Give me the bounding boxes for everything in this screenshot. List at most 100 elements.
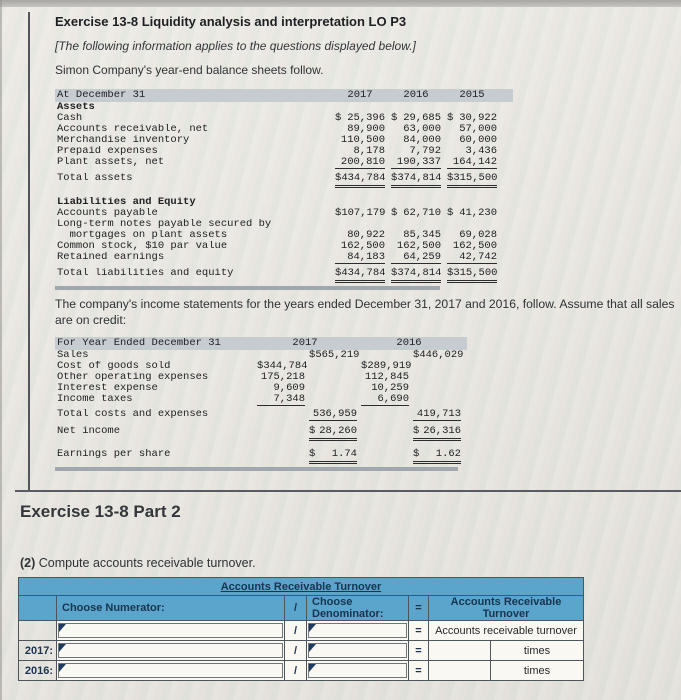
- amount-value: 565,219: [315, 349, 360, 361]
- amount-cell: [309, 383, 357, 394]
- amount-value: 1.62: [435, 448, 461, 460]
- numerator-label-select[interactable]: [58, 623, 283, 638]
- amount-value: 9,609: [273, 382, 305, 394]
- exercise-title: Exercise 13-8 Liquidity analysis and int…: [55, 14, 407, 29]
- currency-sign: $: [447, 112, 454, 124]
- denominator-label-select[interactable]: [308, 623, 407, 638]
- slash-cell: /: [284, 640, 307, 661]
- balance-sheet-row: Total liabilities and equity $434,784 $374…: [55, 268, 513, 283]
- amount-value: 315,500: [453, 172, 498, 184]
- income-statement-row: Interest expense 9,609 10,259: [55, 383, 467, 394]
- currency-sign: $: [447, 207, 454, 219]
- amount-cell: [309, 361, 357, 372]
- amount-cell: 162,500: [447, 241, 497, 252]
- part2-instruction: (2) Compute accounts receivable turnover…: [20, 556, 256, 570]
- currency-sign: $: [391, 112, 398, 124]
- amount-cell: $26,316: [413, 426, 461, 441]
- part2-instruction-number: (2): [20, 556, 36, 570]
- amount-cell: $434,784: [335, 173, 385, 188]
- equals-header: =: [408, 595, 429, 621]
- denominator-select-2017[interactable]: [308, 643, 407, 658]
- currency-sign: $: [391, 172, 398, 184]
- amount-cell: 64,259: [391, 252, 441, 264]
- numerator-select-2017[interactable]: [58, 643, 283, 658]
- balance-sheet-row: Cash $25,396 $29,685 $30,922: [55, 113, 513, 124]
- amount-value: 315,500: [453, 267, 498, 279]
- amount-value: 434,784: [341, 267, 386, 279]
- amount-value: 110,500: [340, 134, 385, 146]
- amount-cell: [361, 449, 409, 464]
- amount-value: 374,814: [397, 267, 442, 279]
- amount-cell: 89,900: [335, 124, 385, 135]
- amount-value: 57,000: [459, 123, 497, 135]
- line-item-label: Interest expense: [57, 383, 158, 394]
- amount-cell: 6,690: [361, 394, 409, 406]
- amount-cell: $374,814: [391, 268, 441, 283]
- amount-cell: 112,845: [361, 372, 409, 383]
- amount-cell: [413, 361, 461, 372]
- income-statement-header-band: For Year Ended December 31 2017 2016: [55, 337, 467, 350]
- amount-cell: $434,784: [335, 268, 385, 283]
- amount-cell: [413, 383, 461, 394]
- amount-value: 536,959: [312, 408, 357, 420]
- amount-value: 7,348: [273, 393, 305, 405]
- amount-value: 25,396: [347, 112, 385, 124]
- amount-value: 112,845: [364, 371, 409, 383]
- panel-left-border: [28, 12, 30, 490]
- numerator-select-2016[interactable]: [58, 663, 283, 678]
- income-statement-table: For Year Ended December 31 2017 2016 Sales $…: [55, 337, 467, 471]
- currency-sign: $: [335, 112, 342, 124]
- amount-value: 84,000: [403, 134, 441, 146]
- result-header: Accounts Receivable Turnover: [428, 595, 584, 621]
- slash-header: /: [284, 595, 307, 621]
- info-note: [The following information applies to th…: [55, 39, 416, 53]
- amount-value: 8,178: [353, 145, 385, 157]
- answer-cell-2017: [428, 640, 491, 661]
- line-item-label: Cash: [57, 113, 83, 124]
- year-column-header: 2015: [459, 89, 485, 101]
- amount-cell: $344,784: [257, 361, 307, 372]
- amount-cell: $1.62: [413, 449, 461, 464]
- amount-value: 84,183: [347, 251, 385, 263]
- line-item-label: Prepaid expenses: [57, 146, 158, 157]
- currency-sign: $: [335, 267, 342, 279]
- amount-value: 175,218: [260, 371, 305, 383]
- amount-cell: $315,500: [447, 268, 497, 283]
- amount-cell: [413, 372, 461, 383]
- income-statement-row: Income taxes 7,348 6,690: [55, 394, 467, 406]
- equals-cell: =: [408, 660, 429, 681]
- balance-sheet-row: Retained earnings 84,183 64,259 42,742: [55, 252, 513, 264]
- numerator-header: Choose Numerator:: [56, 595, 285, 621]
- amount-value: 107,179: [341, 207, 386, 219]
- photo-edge-left: [0, 0, 2, 700]
- denominator-cell-2016: [306, 660, 409, 681]
- amount-cell: $446,029: [413, 350, 463, 361]
- amount-cell: 84,183: [335, 252, 385, 264]
- amount-cell: 10,259: [361, 383, 409, 394]
- line-item-label: Plant assets, net: [57, 157, 165, 168]
- amount-value: 162,500: [396, 240, 441, 252]
- balance-sheet-row: Long-term notes payable secured by: [55, 219, 513, 230]
- amount-cell: 8,178: [335, 146, 385, 157]
- amount-value: 162,500: [452, 240, 497, 252]
- table-title-row: Accounts Receivable Turnover: [18, 577, 584, 596]
- income-statement-intro: The company's income statements for the …: [55, 297, 675, 328]
- line-item-label: Liabilities and Equity: [57, 197, 196, 208]
- amount-cell: 7,348: [257, 394, 305, 406]
- denominator-select-2016[interactable]: [308, 663, 407, 678]
- amount-value: 289,919: [367, 360, 412, 372]
- balance-sheet-table: At December 31 2017 2016 2015 Assets Cash $25,…: [55, 89, 513, 290]
- table-bottom-rule: [55, 286, 440, 290]
- amount-cell: [257, 449, 305, 464]
- amount-value: 41,230: [459, 207, 497, 219]
- line-item-label: Merchandise inventory: [57, 135, 190, 146]
- amount-cell: 80,922: [335, 230, 385, 241]
- table-title: Accounts Receivable Turnover: [18, 577, 584, 596]
- amount-cell: 69,028: [447, 230, 497, 241]
- year-column-header: 2016: [396, 337, 422, 349]
- balance-sheet-row: Accounts payable $107,179 $62,710 $41,230: [55, 208, 513, 219]
- balance-sheet-row: Liabilities and Equity: [55, 197, 513, 208]
- amount-value: 419,713: [416, 408, 461, 420]
- amount-cell: 63,000: [391, 124, 441, 135]
- amount-cell: 7,792: [391, 146, 441, 157]
